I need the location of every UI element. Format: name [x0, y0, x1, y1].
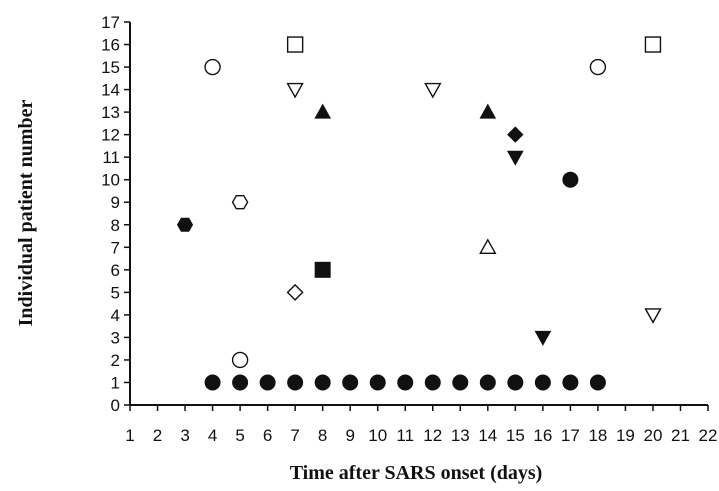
data-point-filled-circle [562, 374, 579, 391]
y-tick-label: 0 [111, 396, 120, 415]
data-point-filled-circle [342, 374, 359, 391]
data-point-open-circle [204, 58, 221, 76]
x-axis-title: Time after SARS onset (days) [290, 462, 543, 484]
data-point-open-triangle-up [479, 238, 497, 255]
x-tick-label: 10 [368, 426, 387, 445]
x-tick-label: 12 [423, 426, 442, 445]
data-point-filled-circle [314, 374, 331, 391]
x-tick-label: 7 [290, 426, 299, 445]
y-tick-label: 4 [111, 306, 120, 325]
data-point-filled-circle [589, 374, 606, 391]
x-tick-label: 15 [506, 426, 525, 445]
data-point-filled-circle [452, 374, 469, 391]
x-tick-label: 19 [616, 426, 635, 445]
data-point-filled-circle [507, 374, 524, 391]
x-tick-label: 5 [235, 426, 244, 445]
data-point-filled-triangle-up [479, 103, 497, 119]
data-point-filled-circle [479, 374, 496, 391]
y-tick-label: 11 [102, 148, 120, 167]
x-tick-label: 16 [533, 426, 552, 445]
x-tick-label: 4 [208, 426, 217, 445]
y-tick-label: 17 [101, 13, 120, 32]
data-point-filled-circle [424, 374, 441, 391]
y-tick-label: 12 [101, 126, 120, 145]
y-tick-label: 6 [111, 261, 120, 280]
data-point-open-triangle-down [286, 82, 304, 99]
x-tick-label: 18 [588, 426, 607, 445]
data-point-filled-circle [287, 374, 304, 391]
data-point-filled-square [314, 261, 331, 278]
data-point-open-circle [231, 351, 249, 369]
x-tick-label: 9 [345, 426, 354, 445]
y-tick-label: 15 [101, 58, 120, 77]
data-point-filled-circle [369, 374, 386, 391]
data-point-open-diamond [286, 283, 304, 301]
x-tick-label: 6 [263, 426, 272, 445]
x-tick-label: 1 [125, 426, 134, 445]
y-tick-label: 1 [111, 373, 120, 392]
y-tick-label: 5 [111, 283, 120, 302]
x-tick-label: 8 [318, 426, 327, 445]
y-tick-label: 10 [101, 171, 120, 190]
x-tick-label: 2 [153, 426, 162, 445]
y-tick-label: 7 [111, 238, 120, 257]
x-tick-label: 20 [643, 426, 662, 445]
x-tick-label: 17 [561, 426, 580, 445]
data-point-filled-circle [534, 374, 551, 391]
y-axis-title: Individual patient number [15, 100, 37, 327]
x-tick-label: 3 [180, 426, 189, 445]
x-axis-ticks: 1 2 3 4 5 6 7 8 9 10 11 12 13 14 15 16 17 18 19 20 21 22 [125, 405, 717, 445]
data-point-filled-diamond [507, 126, 524, 143]
data-point-open-triangle-down [644, 308, 662, 324]
data-point-filled-circle [259, 374, 276, 391]
data-point-filled-circle [397, 374, 414, 391]
y-tick-label: 16 [101, 36, 120, 55]
data-point-open-hexagon [231, 194, 249, 210]
data-point-filled-circle [562, 171, 579, 188]
y-tick-label: 2 [111, 351, 120, 370]
data-point-filled-triangle-up [314, 103, 332, 119]
y-tick-label: 13 [101, 103, 120, 122]
y-tick-label: 8 [111, 216, 120, 235]
x-tick-label: 21 [671, 426, 690, 445]
y-tick-label: 9 [111, 193, 120, 212]
data-point-filled-hexagon [176, 217, 194, 232]
x-tick-label: 13 [451, 426, 470, 445]
data-point-filled-circle [232, 374, 249, 391]
data-point-open-square [644, 36, 662, 53]
data-point-filled-circle [204, 374, 221, 391]
x-tick-label: 14 [478, 426, 497, 445]
data-points [176, 36, 662, 391]
data-point-filled-triangle-down [534, 330, 552, 346]
data-point-open-circle [589, 58, 607, 76]
x-tick-label: 22 [699, 426, 718, 445]
y-tick-label: 3 [111, 328, 120, 347]
data-point-filled-triangle-down [506, 150, 524, 166]
data-point-open-square [286, 36, 304, 53]
y-tick-label: 14 [101, 81, 120, 100]
data-point-open-triangle-down [424, 82, 442, 99]
x-tick-label: 11 [396, 426, 414, 445]
